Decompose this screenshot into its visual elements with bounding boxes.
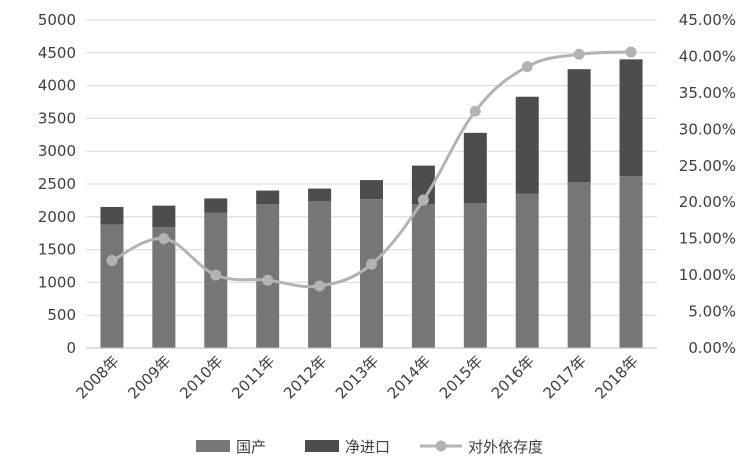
left-tick-label: 3000 xyxy=(38,142,76,160)
category-label: 2016年 xyxy=(488,352,538,402)
category-label: 2014年 xyxy=(384,352,434,402)
bar-net-import xyxy=(567,69,591,183)
dependency-point xyxy=(314,280,326,292)
right-tick-label: 45.00% xyxy=(679,11,736,29)
bar-net-import xyxy=(360,180,383,200)
legend-swatch-domestic xyxy=(196,440,230,452)
right-axis-ticks: 0.00% 5.00% 10.00% 15.00% 20.00% 25.00% 30.00%… xyxy=(679,11,736,357)
dependency-point xyxy=(210,269,222,281)
dependency-point xyxy=(469,105,481,117)
legend: 国产 净进口 对外依存度 xyxy=(196,438,543,456)
bar-domestic xyxy=(567,182,591,348)
category-label: 2018年 xyxy=(592,352,642,402)
left-tick-label: 2500 xyxy=(38,175,76,193)
category-label: 2015年 xyxy=(436,352,486,402)
left-tick-label: 5000 xyxy=(38,11,76,29)
bar-domestic xyxy=(152,227,176,348)
right-tick-label: 40.00% xyxy=(679,47,736,65)
right-tick-label: 20.00% xyxy=(679,193,736,211)
category-label: 2010年 xyxy=(176,352,226,402)
bar-net-import xyxy=(619,59,643,177)
bar-net-import xyxy=(204,198,228,213)
left-tick-label: 4000 xyxy=(38,77,76,95)
bar-domestic xyxy=(308,201,332,348)
category-label: 2012年 xyxy=(280,352,330,402)
bar-domestic xyxy=(411,204,435,348)
bar-net-import xyxy=(100,206,124,225)
bar-net-import xyxy=(256,190,280,205)
dependency-line xyxy=(106,46,637,292)
left-axis-ticks: 0 500 1000 1500 2000 2500 3000 3500 4000 4500 5000 xyxy=(38,11,76,357)
legend-swatch-net-import xyxy=(305,440,339,452)
right-tick-label: 10.00% xyxy=(679,266,736,284)
category-label: 2013年 xyxy=(332,352,382,402)
dependency-point xyxy=(262,274,274,286)
right-tick-label: 30.00% xyxy=(679,120,736,138)
legend-label-net-import: 净进口 xyxy=(345,438,390,456)
right-tick-label: 5.00% xyxy=(688,303,736,321)
dependency-point xyxy=(573,48,585,60)
left-tick-label: 4500 xyxy=(38,44,76,62)
bar-domestic xyxy=(360,199,383,348)
bar-net-import xyxy=(411,165,435,205)
left-tick-label: 1000 xyxy=(38,273,76,291)
bar-net-import xyxy=(463,132,487,204)
category-label: 2008年 xyxy=(72,352,122,402)
dependency-point xyxy=(366,258,377,270)
bar-net-import xyxy=(515,96,539,194)
bar-domestic xyxy=(463,203,487,348)
dependency-point xyxy=(106,255,118,267)
right-tick-label: 35.00% xyxy=(679,84,736,102)
dependency-line-path xyxy=(111,50,632,289)
left-tick-label: 3500 xyxy=(38,109,76,127)
dependency-point xyxy=(625,46,637,58)
dependency-point xyxy=(417,194,429,206)
right-tick-label: 25.00% xyxy=(679,157,736,175)
left-tick-label: 1500 xyxy=(38,241,76,259)
legend-label-domestic: 国产 xyxy=(236,438,266,456)
bar-net-import xyxy=(152,205,176,228)
legend-swatch-dependency-marker xyxy=(435,440,447,452)
left-tick-label: 2000 xyxy=(38,208,76,226)
bars xyxy=(100,59,643,348)
right-tick-label: 0.00% xyxy=(688,339,736,357)
legend-label-dependency: 对外依存度 xyxy=(468,438,543,456)
category-label: 2009年 xyxy=(124,352,174,402)
category-label: 2011年 xyxy=(228,352,278,402)
dependency-point xyxy=(521,61,533,73)
bar-domestic xyxy=(100,224,124,348)
right-tick-label: 15.00% xyxy=(679,230,736,248)
bar-domestic xyxy=(515,193,539,348)
bar-net-import xyxy=(308,188,332,202)
category-label: 2017年 xyxy=(540,352,590,402)
left-tick-label: 0 xyxy=(66,339,76,357)
dependency-point xyxy=(158,233,170,245)
category-labels: 2008年 2009年 2010年 2011年 2012年 2013年 2014年 2015年… xyxy=(72,352,641,402)
bar-domestic xyxy=(619,176,643,348)
left-tick-label: 500 xyxy=(47,306,76,324)
